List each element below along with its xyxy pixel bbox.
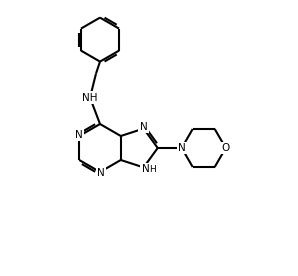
Text: O: O [222, 143, 230, 153]
Text: N: N [178, 143, 186, 153]
Text: N: N [97, 168, 105, 178]
Text: H: H [149, 165, 156, 174]
Text: N: N [75, 130, 83, 140]
Text: N: N [142, 164, 150, 174]
Text: N: N [140, 122, 148, 132]
Text: NH: NH [82, 93, 98, 103]
